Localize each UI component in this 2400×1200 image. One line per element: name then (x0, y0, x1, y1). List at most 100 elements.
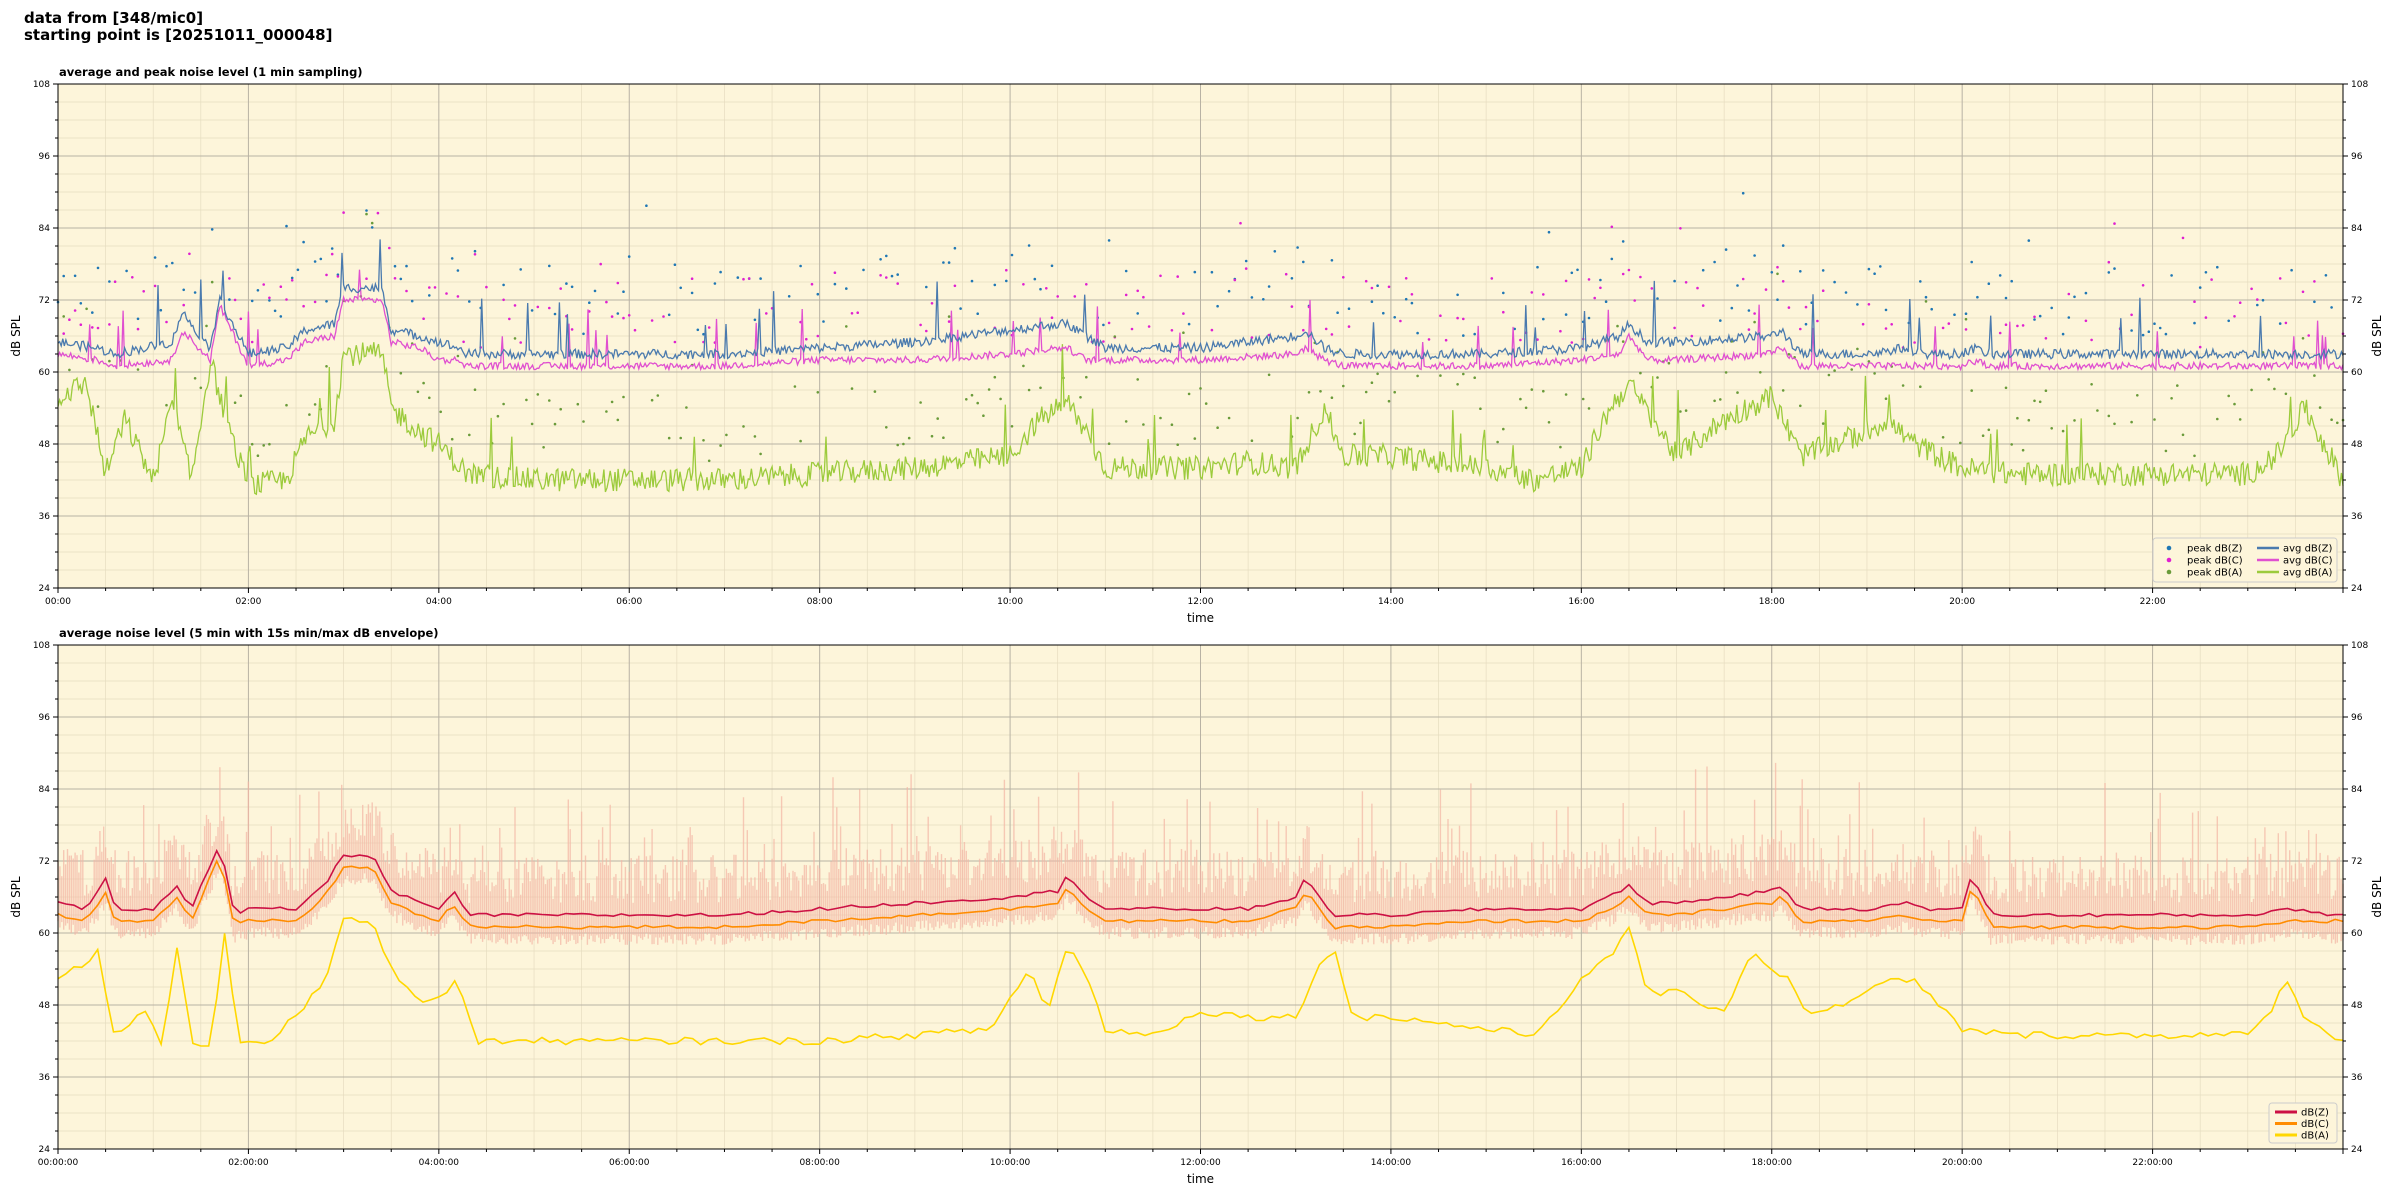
legend-label: dB(C) (2301, 1119, 2329, 1130)
peak-point (2084, 319, 2088, 323)
peak-point (947, 261, 951, 264)
peak-point (79, 323, 83, 327)
peak-point (2324, 274, 2328, 277)
y-tick-label-right: 48 (2351, 1001, 2363, 1011)
peak-point (1216, 426, 1219, 430)
peak-point (873, 390, 877, 393)
peak-point (2301, 337, 2305, 340)
peak-point (1244, 259, 1248, 263)
peak-point (73, 274, 77, 278)
peak-point (1010, 425, 1014, 428)
peak-point (2204, 271, 2208, 274)
peak-point (262, 444, 266, 447)
peak-point (593, 289, 597, 293)
peak-point (1193, 437, 1197, 440)
peak-point (993, 375, 997, 379)
peak-point (85, 307, 88, 311)
x-tick-label: 06:00 (616, 597, 642, 607)
peak-point (1387, 285, 1391, 289)
peak-point (553, 312, 557, 316)
page-header: data from [348/mic0] starting point is [… (24, 10, 332, 44)
peak-point (936, 417, 939, 420)
peak-point (1787, 306, 1791, 309)
peak-point (582, 420, 585, 423)
peak-point (1353, 432, 1356, 436)
peak-point (1404, 297, 1408, 301)
peak-point (662, 315, 665, 318)
peak-point (1462, 317, 1465, 321)
peak-point (890, 274, 894, 278)
peak-point (262, 283, 266, 286)
peak-point (850, 312, 854, 315)
peak-point (548, 399, 551, 402)
peak-point (1022, 283, 1025, 286)
peak-point (1142, 423, 1145, 426)
peak-point (250, 299, 254, 303)
peak-point (1296, 246, 1299, 249)
peak-point (2176, 384, 2179, 387)
peak-point (1102, 340, 1105, 343)
peak-point (702, 332, 705, 336)
peak-point (1747, 309, 1751, 312)
peak-point (108, 359, 111, 363)
peak-point (1456, 293, 1459, 297)
peak-point (1673, 279, 1676, 283)
peak-point (1056, 295, 1059, 298)
peak-point (108, 323, 111, 326)
y-tick-label-right: 36 (2351, 1073, 2363, 1083)
peak-point (62, 274, 65, 278)
peak-point (2210, 278, 2213, 281)
peak-point (285, 403, 288, 407)
peak-point (2227, 319, 2230, 323)
peak-point (1833, 369, 1836, 372)
peak-point (68, 318, 71, 322)
peak-point (850, 387, 854, 390)
peak-point (1759, 371, 1762, 374)
peak-point (1307, 391, 1311, 394)
peak-point (205, 324, 208, 328)
peak-point (559, 287, 562, 290)
peak-point (519, 268, 522, 271)
peak-point (1393, 390, 1396, 394)
peak-point (970, 393, 974, 397)
peak-point (1781, 280, 1785, 283)
x-tick-label: 08:00 (807, 597, 833, 607)
peak-point (896, 443, 899, 447)
peak-point (108, 280, 111, 283)
peak-point (1102, 323, 1105, 327)
peak-point (1564, 279, 1568, 283)
peak-point (153, 284, 157, 288)
peak-point (1302, 260, 1305, 264)
peak-point (2250, 287, 2253, 291)
peak-point (1679, 410, 1682, 413)
peak-point (1542, 317, 1545, 321)
peak-point (1227, 416, 1231, 420)
peak-point (1370, 300, 1374, 304)
y-tick-label-left: 36 (39, 512, 51, 522)
legend-label: peak dB(A) (2187, 568, 2243, 579)
y-tick-label-left: 36 (39, 1073, 51, 1083)
peak-point (2278, 277, 2282, 280)
peak-point (2038, 400, 2042, 404)
peak-point (1724, 248, 1728, 251)
peak-point (570, 285, 574, 289)
chart-panel-1: 24 24 36 36 48 48 60 60 72 72 84 84 96 96 108 108 00:00 0… (9, 65, 2384, 625)
scatter-series-1 (56, 191, 2333, 337)
peak-point (1873, 272, 1876, 276)
peak-point (171, 261, 174, 265)
peak-point (747, 277, 751, 280)
peak-point (759, 452, 762, 456)
x-axis-label: time (1187, 611, 1214, 625)
peak-point (1879, 265, 1882, 268)
peak-point (605, 410, 608, 413)
peak-point (1856, 347, 1859, 351)
peak-point (2198, 286, 2202, 289)
peak-point (62, 315, 65, 318)
peak-point (1033, 277, 1037, 281)
peak-point (622, 290, 625, 294)
peak-point (1199, 387, 1202, 390)
peak-point (2153, 418, 2156, 421)
peak-point (816, 334, 820, 338)
peak-point (1684, 409, 1688, 412)
peak-point (553, 422, 557, 426)
